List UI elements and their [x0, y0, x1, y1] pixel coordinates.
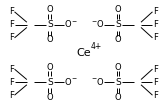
Text: S: S: [47, 20, 53, 29]
Text: F: F: [153, 65, 158, 74]
Text: F: F: [9, 65, 14, 74]
Text: F: F: [9, 78, 14, 87]
Text: F: F: [153, 91, 158, 100]
Text: O: O: [65, 20, 71, 29]
Text: O: O: [115, 35, 121, 44]
Text: O: O: [47, 63, 53, 72]
Text: O: O: [115, 93, 121, 102]
Text: −: −: [71, 76, 77, 81]
Text: O: O: [47, 35, 53, 44]
Text: F: F: [153, 7, 158, 16]
Text: F: F: [153, 78, 158, 87]
Text: O: O: [47, 5, 53, 14]
Text: −: −: [91, 76, 96, 81]
Text: F: F: [153, 20, 158, 29]
Text: F: F: [9, 20, 14, 29]
Text: O: O: [97, 20, 103, 29]
Text: O: O: [65, 78, 71, 87]
Text: F: F: [9, 33, 14, 42]
Text: O: O: [47, 93, 53, 102]
Text: S: S: [115, 20, 121, 29]
Text: S: S: [47, 78, 53, 87]
Text: O: O: [97, 78, 103, 87]
Text: S: S: [115, 78, 121, 87]
Text: −: −: [71, 18, 77, 23]
Text: O: O: [115, 63, 121, 72]
Text: −: −: [91, 18, 96, 23]
Text: F: F: [153, 33, 158, 42]
Text: O: O: [115, 5, 121, 14]
Text: F: F: [9, 91, 14, 100]
Text: Ce: Ce: [77, 48, 91, 59]
Text: 4+: 4+: [90, 42, 101, 51]
Text: F: F: [9, 7, 14, 16]
